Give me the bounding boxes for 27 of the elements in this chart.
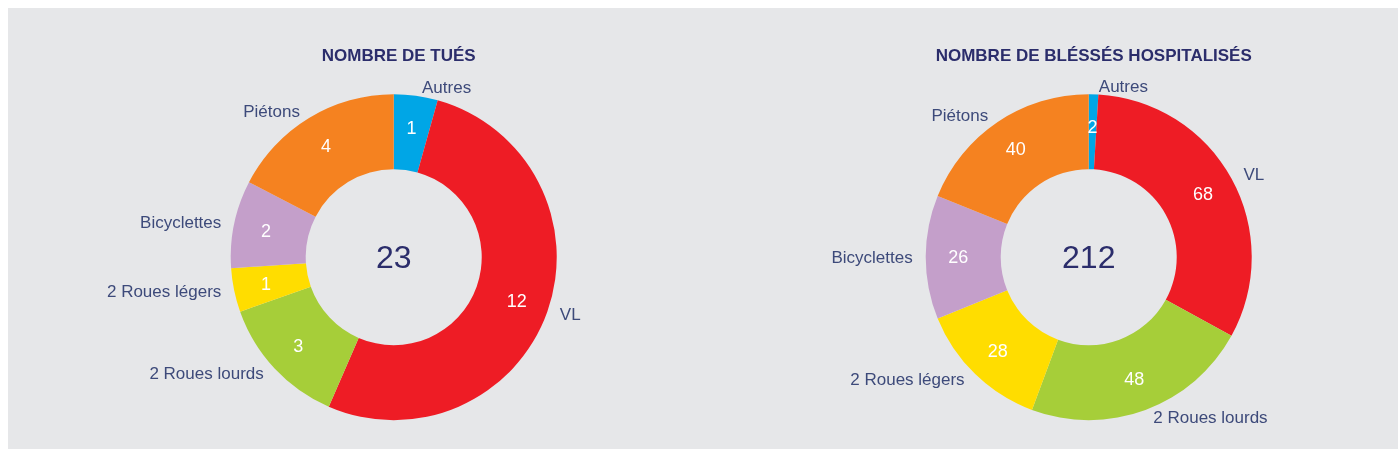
data-label: 40 (1005, 138, 1026, 159)
slice-label: Autres (1098, 76, 1148, 96)
data-label: 28 (987, 340, 1008, 361)
slice-label: Bicyclettes (140, 212, 222, 232)
slice-label: 2 Roues lourds (1153, 407, 1268, 427)
slice-label: VL (559, 304, 581, 324)
data-label: 1 (406, 117, 417, 138)
slice-label: 2 Roues légers (850, 370, 965, 390)
slice-label: Piétons (931, 105, 989, 125)
data-label: 12 (506, 290, 527, 311)
slice-label: Piétons (243, 101, 300, 121)
data-label: 26 (948, 247, 969, 268)
text: 212 (1062, 239, 1116, 276)
data-label: 68 (1192, 184, 1214, 205)
text: 23 (375, 239, 412, 276)
chart-title: NOMBRE DE BLÉSSÉS HOSPITALISÉS (935, 46, 1252, 65)
slice-label: Bicyclettes (831, 247, 913, 267)
data-label: 1 (260, 273, 271, 294)
chart-title: NOMBRE DE TUÉS (321, 46, 476, 65)
data-label: 48 (1124, 369, 1145, 390)
slice-label: VL (1243, 165, 1265, 185)
data-label: 4 (320, 135, 331, 156)
slice-label: Autres (422, 78, 472, 98)
data-label: 2 (260, 220, 271, 241)
data-label: 3 (293, 336, 304, 357)
slice-label: 2 Roues lourds (149, 364, 264, 384)
slice-label: 2 Roues légers (106, 282, 222, 302)
